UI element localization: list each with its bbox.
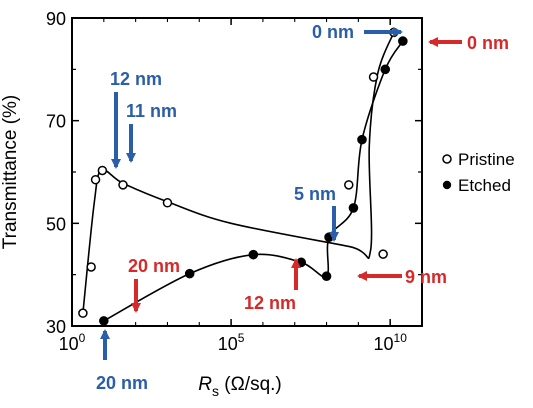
pristine-data-point-0 [78, 308, 88, 318]
pristine-data-point-6 [378, 249, 388, 259]
etched-data-point-3 [296, 257, 307, 268]
annotation-0nm-pristine: 0 nm [312, 22, 354, 42]
legend-marker-pristine [442, 154, 452, 164]
annotation-11nm-pristine: 11 nm [126, 101, 177, 121]
pristine-data-point-1 [86, 262, 96, 272]
y-tick-label: 90 [46, 9, 66, 29]
pristine-data-point-7 [344, 180, 354, 190]
etched-data-point-1 [184, 268, 195, 279]
pristine-data-point-8 [368, 72, 379, 82]
pristine-data-point-3 [97, 165, 108, 176]
annotation-20nm-pristine: 20 nm [96, 373, 148, 393]
x-tick-label: 1010 [373, 331, 407, 354]
pristine-data-point-4 [118, 180, 128, 190]
ticks-layer: 30 50 70 90 100 105 1010 [46, 9, 423, 354]
y-axis-label: Transmittance (%) [0, 95, 21, 250]
x-axis-label-unit: (Ω/sq.) [219, 374, 282, 395]
pristine-data-point-5 [162, 198, 173, 208]
annotation-9nm-etched: 9 nm [405, 267, 447, 287]
annotation-12nm-pristine: 12 nm [110, 69, 162, 89]
legend-marker-etched [442, 180, 452, 190]
etched-data-point-6 [348, 203, 359, 213]
x-tick-label: 105 [218, 331, 245, 354]
etched-fit-curve [103, 40, 404, 322]
pristine-data-point-2 [90, 174, 101, 185]
x-axis-label-symbol: R [198, 374, 212, 395]
annotation-20nm-etched: 20 nm [128, 256, 180, 276]
annotations: 0 nm 0 nm 12 nm 11 nm 5 nm 20 nm 12 nm 9… [96, 22, 509, 393]
y-tick-label: 30 [46, 317, 66, 337]
y-tick-label: 70 [46, 112, 66, 132]
annotation-0nm-etched: 0 nm [467, 33, 509, 53]
etched-data-point-9 [398, 36, 408, 46]
etched-data-point-0 [99, 316, 109, 326]
annotation-5nm-pristine: 5 nm [294, 184, 336, 204]
etched-data-point-4 [321, 271, 332, 282]
legend-label-pristine: Pristine [458, 150, 515, 169]
x-axis-label: Rs (Ω/sq.) [198, 374, 282, 399]
x-tick-label: 100 [59, 331, 86, 354]
legend-label-etched: Etched [458, 176, 511, 195]
etched-data-point-8 [380, 64, 391, 75]
legend: Pristine Etched [442, 150, 515, 195]
etched-data-point-7 [357, 134, 367, 145]
etched-data-point-2 [248, 249, 259, 260]
annotation-12nm-etched: 12 nm [244, 293, 296, 313]
x-axis-label-subscript: s [212, 383, 219, 399]
y-tick-label: 50 [46, 214, 66, 234]
